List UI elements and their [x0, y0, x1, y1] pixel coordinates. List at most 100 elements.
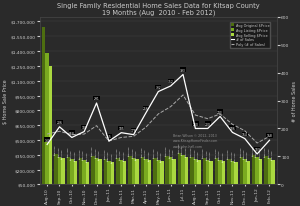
Bar [231, 161, 234, 190]
Bar [255, 157, 259, 190]
Text: 178: 178 [131, 128, 137, 132]
Bar [190, 157, 194, 190]
Text: $313,000: $313,000 [80, 147, 82, 158]
Bar [95, 158, 98, 190]
Text: $320,000: $320,000 [203, 147, 205, 157]
Y-axis label: $ Home Sale Price: $ Home Sale Price [3, 79, 8, 123]
Text: 352: 352 [168, 80, 173, 84]
Text: $332,000: $332,000 [185, 146, 188, 156]
Bar [45, 54, 49, 190]
Bar [119, 160, 123, 190]
Bar [107, 161, 111, 190]
Bar [153, 158, 157, 190]
Bar [123, 161, 126, 190]
Text: $301,000: $301,000 [272, 149, 274, 159]
Text: $335,700: $335,700 [92, 145, 94, 156]
Bar [160, 162, 164, 190]
Text: 109: 109 [254, 147, 260, 151]
Text: 155: 155 [106, 135, 112, 139]
Text: $283,000: $283,000 [223, 151, 225, 161]
Bar [61, 159, 65, 190]
Text: 393: 393 [180, 68, 186, 72]
Text: $345,000: $345,000 [253, 144, 255, 155]
Bar [111, 163, 114, 190]
Bar [135, 160, 139, 190]
Y-axis label: # of Home Sales: # of Home Sales [292, 81, 297, 121]
Text: $326,000: $326,000 [256, 146, 258, 157]
Text: $290,000: $290,000 [247, 150, 249, 160]
Bar [79, 159, 83, 190]
Text: $327,900: $327,900 [68, 146, 69, 156]
Text: 291: 291 [94, 97, 99, 101]
Text: $342,500: $342,500 [166, 145, 168, 155]
Text: $310,000: $310,000 [194, 148, 196, 158]
Text: 185: 185 [118, 126, 124, 130]
Bar [172, 159, 176, 190]
Text: $371,500: $371,500 [178, 142, 181, 152]
Text: 168: 168 [69, 131, 75, 135]
Bar [218, 160, 222, 190]
Bar [252, 156, 255, 190]
Text: $340,000: $340,000 [129, 145, 131, 155]
Bar [157, 160, 160, 190]
Text: $293,000: $293,000 [148, 150, 150, 160]
Bar [202, 158, 206, 190]
Bar [264, 157, 268, 190]
Bar [243, 159, 247, 190]
Text: $320,000: $320,000 [133, 147, 135, 157]
Bar [74, 161, 77, 190]
Bar [49, 67, 52, 190]
Bar [206, 160, 209, 190]
Bar [215, 158, 218, 190]
Bar [194, 159, 197, 190]
Text: $309,000: $309,000 [260, 148, 262, 158]
Bar [197, 160, 201, 190]
Bar [271, 160, 275, 190]
Bar [82, 160, 86, 190]
Bar [185, 157, 188, 190]
Text: $306,000: $306,000 [244, 148, 246, 159]
Text: $314,000: $314,000 [62, 147, 64, 158]
Text: 243: 243 [217, 110, 223, 114]
Text: 164: 164 [242, 132, 248, 136]
Text: $305,200: $305,200 [104, 148, 106, 159]
Text: $335,000: $335,000 [265, 145, 267, 156]
Bar [169, 158, 172, 190]
Bar [234, 162, 238, 190]
Text: $316,700: $316,700 [154, 147, 156, 158]
Text: 143: 143 [44, 138, 50, 142]
Text: $317,500: $317,500 [216, 147, 218, 157]
Bar [178, 153, 181, 190]
Bar [209, 162, 213, 190]
Text: $327,500: $327,500 [142, 146, 143, 157]
Text: 200: 200 [192, 122, 198, 126]
Bar [227, 159, 231, 190]
Text: $318,000: $318,000 [95, 147, 98, 157]
Bar [144, 159, 148, 190]
Bar [166, 156, 169, 190]
Text: 158: 158 [267, 134, 272, 138]
Text: $274,000: $274,000 [111, 151, 113, 162]
Text: $303,000: $303,000 [71, 149, 73, 159]
Bar [148, 161, 151, 190]
Bar [54, 155, 58, 190]
Text: $304,000: $304,000 [136, 149, 138, 159]
Bar [222, 162, 225, 190]
Bar [86, 162, 89, 190]
Title: Single Family Residential Home Sales Data for Kitsap County
19 Months (Aug  2010: Single Family Residential Home Sales Dat… [57, 3, 260, 16]
Bar [104, 159, 107, 190]
Text: $354,000: $354,000 [55, 144, 57, 154]
Text: $301,000: $301,000 [120, 149, 122, 159]
Text: 206: 206 [56, 121, 62, 124]
Text: $298,000: $298,000 [157, 149, 159, 159]
Bar [67, 157, 70, 190]
Text: $350,000: $350,000 [182, 144, 184, 154]
Bar [240, 158, 243, 190]
Text: $283,000: $283,000 [161, 151, 163, 161]
Bar [181, 155, 185, 190]
Text: $318,700: $318,700 [117, 147, 119, 157]
Text: $330,000: $330,000 [191, 146, 193, 156]
Text: $292,000: $292,000 [231, 150, 233, 160]
Bar [132, 158, 135, 190]
Text: $325,000: $325,000 [240, 146, 242, 157]
